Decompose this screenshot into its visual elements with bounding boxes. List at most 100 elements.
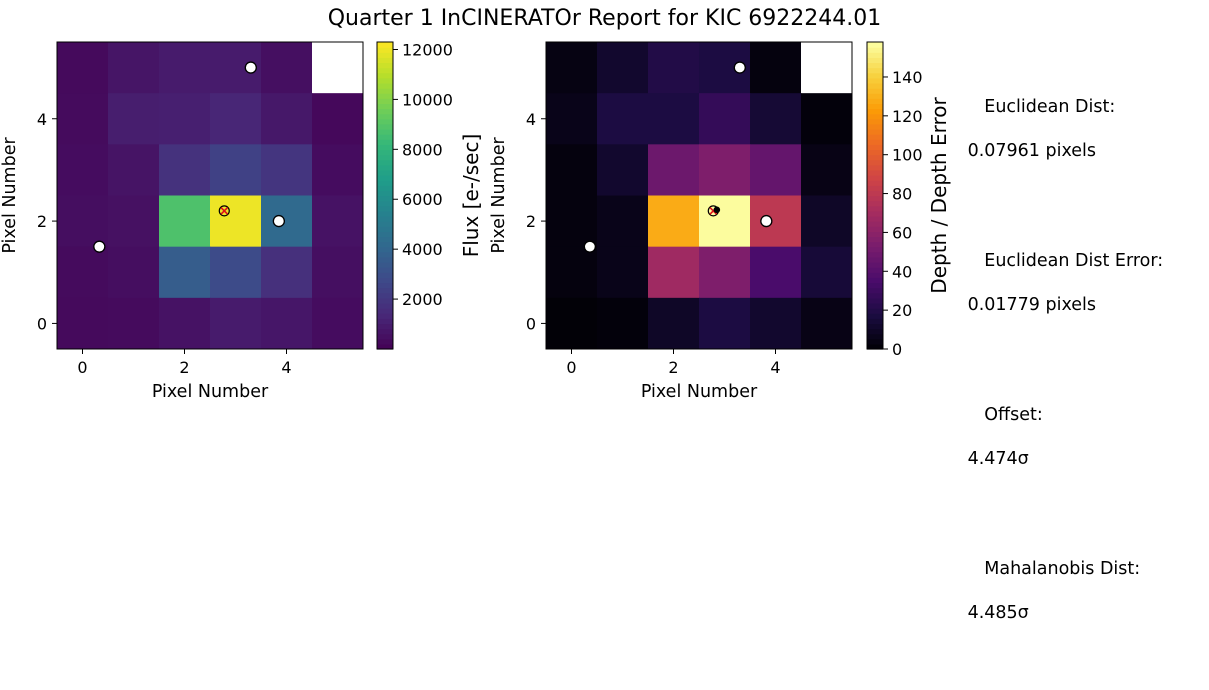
- colorbar-segment: [377, 185, 393, 191]
- colorbar-segment: [377, 205, 393, 212]
- colorbar-segment: [867, 154, 883, 161]
- heatmap-cell: [210, 246, 262, 299]
- heatmap-cell: [801, 297, 853, 350]
- heatmap-cell: [750, 246, 802, 299]
- colorbar-segment: [377, 215, 393, 222]
- colorbar-segment: [867, 47, 883, 53]
- colorbar-segment: [377, 113, 393, 120]
- colorbar-tick-label: 4000: [402, 240, 443, 259]
- colorbar-segment: [867, 123, 883, 130]
- heatmap-panel-depth-significance: 0 2 4 0 2 4 Pixel Number Pixel Number: [489, 41, 853, 402]
- x-tick-label: 2: [179, 358, 189, 377]
- heatmap-cell: [108, 93, 160, 145]
- heatmap-cell: [699, 93, 751, 145]
- heatmap-cell: [108, 42, 160, 94]
- colorbar-flux: 2000 4000 6000 8000 10000 12000 Flux [e-/sec]: [376, 40, 483, 350]
- colorbar-segment: [377, 57, 393, 64]
- heatmap-cell: [546, 42, 598, 94]
- heatmap-cell: [312, 246, 364, 299]
- colorbar-segment: [377, 210, 393, 217]
- heatmap-cell: [801, 144, 853, 196]
- heatmap-cell: [546, 246, 598, 299]
- colorbar-segment: [867, 72, 883, 79]
- heatmap-cell: [699, 297, 751, 350]
- heatmap-cell: [750, 297, 802, 350]
- heatmap-cell: [597, 42, 649, 94]
- colorbar-segment: [867, 246, 883, 253]
- figure-title: Quarter 1 InCINERATOr Report for KIC 692…: [327, 6, 882, 31]
- heatmap-cell: [261, 297, 313, 350]
- x-tick-label: 2: [668, 358, 678, 377]
- x-tick-label: 0: [77, 358, 87, 377]
- heatmap-cell: [597, 297, 649, 350]
- heatmap-cell: [108, 195, 160, 248]
- colorbar-segment: [377, 139, 393, 145]
- colorbar-segment: [867, 67, 883, 74]
- heatmap-cell: [648, 93, 700, 145]
- colorbar-segment: [377, 297, 393, 304]
- centroid-marker: [583, 240, 597, 253]
- y-axis-label: Pixel Number: [489, 137, 509, 254]
- colorbar-segment: [377, 72, 393, 79]
- colorbar-segment: [867, 169, 883, 176]
- stat-euclidean-dist-error: Euclidean Dist Error: 0.01779 pixels: [962, 228, 1164, 360]
- heatmap-cell: [57, 246, 109, 299]
- colorbar-segment: [377, 251, 393, 258]
- colorbar-segment: [377, 159, 393, 166]
- colorbar-segment: [867, 144, 883, 151]
- colorbar-segment: [377, 313, 393, 319]
- heatmap-cell: [57, 195, 109, 248]
- colorbar-segment: [377, 93, 393, 99]
- colorbar-segment: [867, 62, 883, 69]
- heatmap-cell: [159, 144, 211, 196]
- heatmap-cell: [108, 144, 160, 196]
- colorbar-segment: [377, 221, 393, 227]
- heatmap-cell: [546, 297, 598, 350]
- colorbar-segment: [377, 149, 393, 156]
- colorbar-segment: [867, 52, 883, 58]
- colorbar-segment: [867, 185, 883, 191]
- colorbar-segment: [377, 118, 393, 125]
- colorbar-segment: [867, 190, 883, 197]
- colorbar-tick-label: 6000: [402, 190, 443, 209]
- heatmap-cell: [312, 195, 364, 248]
- heatmap-cell: [801, 246, 853, 299]
- colorbar-tick-label: 20: [892, 301, 912, 320]
- colorbar-segment: [377, 231, 393, 238]
- colorbar-segment: [377, 134, 393, 140]
- colorbar-segment: [377, 236, 393, 243]
- colorbar-segment: [377, 52, 393, 58]
- colorbar-segment: [867, 57, 883, 64]
- colorbar-segment: [867, 98, 883, 104]
- heatmap-cell: [750, 42, 802, 94]
- colorbar-segment: [867, 241, 883, 248]
- colorbar-tick-label: 12000: [402, 40, 453, 59]
- heatmap-cell: [108, 246, 160, 299]
- stat-label: Offset:: [984, 405, 1043, 425]
- colorbar-segment: [867, 77, 883, 84]
- colorbar-tick-label: 0: [892, 340, 902, 359]
- heatmap-cell: [312, 42, 364, 94]
- colorbar-segment: [377, 272, 393, 278]
- colorbar-segment: [867, 128, 883, 135]
- stat-offset: Offset: 4.474σ: [962, 382, 1163, 514]
- colorbar-segment: [867, 164, 883, 171]
- colorbar-segment: [377, 246, 393, 253]
- heatmap-cell: [57, 297, 109, 350]
- heatmap-cell: [108, 297, 160, 350]
- colorbar-segment: [867, 159, 883, 166]
- heatmap-cell: [597, 195, 649, 248]
- heatmap-cell: [648, 297, 700, 350]
- colorbar-segment: [867, 215, 883, 222]
- y-tick-label: 2: [37, 212, 47, 231]
- heatmap-cell: [546, 93, 598, 145]
- x-tick-label: 0: [566, 358, 576, 377]
- colorbar-segment: [867, 302, 883, 309]
- offset-marker: [713, 206, 721, 214]
- target-cross: [220, 206, 229, 215]
- colorbar-tick-label: 8000: [402, 140, 443, 159]
- heatmap-cell: [801, 42, 853, 94]
- colorbar-segment: [867, 226, 883, 232]
- colorbar-segment: [867, 205, 883, 212]
